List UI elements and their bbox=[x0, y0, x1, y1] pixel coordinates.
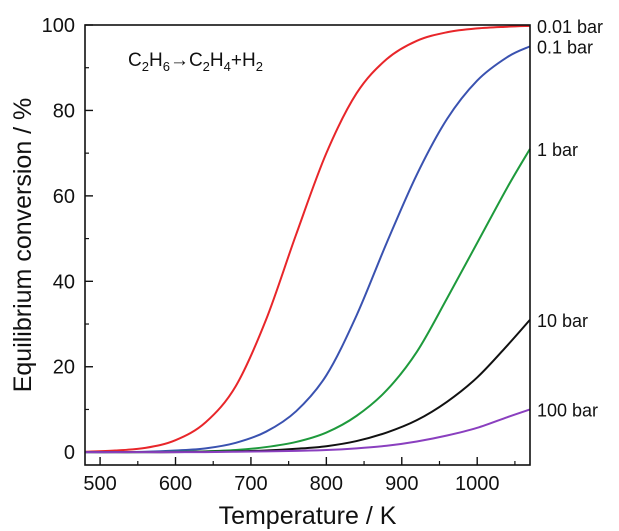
y-axis-title: Equilibrium conversion / % bbox=[9, 98, 37, 393]
x-tick-label: 600 bbox=[159, 473, 192, 495]
x-tick-label: 500 bbox=[83, 473, 116, 495]
minor-ticks bbox=[85, 67, 516, 465]
series-line-2 bbox=[84, 148, 531, 454]
series-label-2: 1 bar bbox=[537, 140, 578, 160]
reaction-equation-annotation: C2H6→C2H4+H2 bbox=[128, 50, 263, 74]
annotation-text: →C bbox=[170, 50, 203, 71]
y-tick-label: 60 bbox=[53, 186, 75, 208]
annotation-text: C bbox=[128, 50, 142, 71]
series-lines bbox=[84, 24, 531, 454]
x-tick-label: 800 bbox=[310, 473, 343, 495]
series-line-0 bbox=[84, 24, 531, 453]
annotation-text: +H bbox=[231, 50, 256, 71]
annotation-subscript: 2 bbox=[203, 59, 210, 74]
y-tick-label: 0 bbox=[64, 442, 75, 464]
series-label-1: 0.1 bar bbox=[537, 37, 593, 57]
series-line-1 bbox=[84, 45, 531, 454]
series-label-0: 0.01 bar bbox=[537, 17, 603, 37]
x-axis-title: Temperature / K bbox=[219, 502, 397, 530]
series-label-4: 100 bar bbox=[537, 400, 598, 420]
tick-labels: 500 600 700 800 900 1000 0 20 40 60 80 100 bbox=[42, 15, 500, 495]
y-tick-label: 20 bbox=[53, 357, 75, 379]
y-tick-label: 80 bbox=[53, 100, 75, 122]
plot-frame bbox=[84, 24, 531, 466]
annotation-text: H bbox=[149, 50, 163, 71]
annotation-subscript: 6 bbox=[163, 59, 170, 74]
series-label-3: 10 bar bbox=[537, 311, 588, 331]
annotation-subscript: 4 bbox=[224, 59, 231, 74]
y-tick-label: 100 bbox=[42, 15, 75, 37]
x-tick-label: 1000 bbox=[455, 473, 500, 495]
y-tick-label: 40 bbox=[53, 271, 75, 293]
x-tick-label: 700 bbox=[234, 473, 267, 495]
series-line-4 bbox=[84, 408, 531, 454]
x-tick-label: 900 bbox=[385, 473, 418, 495]
annotation-subscript: 2 bbox=[142, 59, 149, 74]
annotation-text: H bbox=[210, 50, 224, 71]
major-ticks bbox=[85, 24, 478, 465]
annotation-subscript: 2 bbox=[256, 59, 263, 74]
